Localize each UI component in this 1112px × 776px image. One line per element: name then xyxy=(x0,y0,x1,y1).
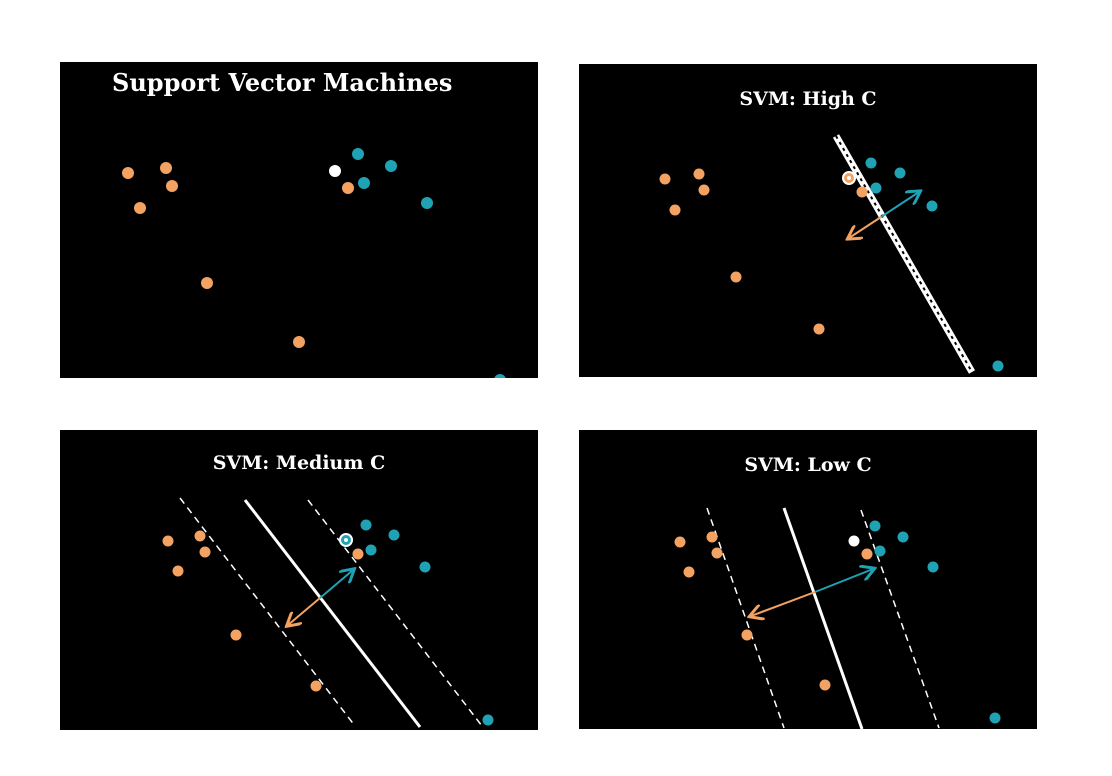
orange-point xyxy=(669,204,681,216)
scatter-plot xyxy=(674,507,1001,729)
orange-point xyxy=(698,184,710,196)
blue-point xyxy=(419,561,431,573)
blue-point xyxy=(482,714,494,726)
blue-point xyxy=(992,360,1004,372)
orange-point xyxy=(674,536,686,548)
margin-arrow-blue xyxy=(319,570,353,599)
blue-point xyxy=(894,167,906,179)
margin-arrow-orange xyxy=(751,591,816,616)
orange-point xyxy=(659,173,671,185)
blue-point xyxy=(869,520,881,532)
orange-point xyxy=(310,680,322,692)
blue-point xyxy=(870,182,882,194)
blue-point xyxy=(874,545,886,557)
orange-point xyxy=(162,535,174,547)
white-point xyxy=(848,535,860,547)
margin-line-left xyxy=(179,497,356,727)
orange-point xyxy=(706,531,718,543)
scatter-plot xyxy=(122,148,506,378)
panel-title: SVM: High C xyxy=(739,88,877,110)
orange-point xyxy=(819,679,831,691)
orange-point xyxy=(230,629,242,641)
orange-point xyxy=(856,186,868,198)
panel-svm-high-c: SVM: High C xyxy=(579,64,1037,377)
margin-arrow-orange xyxy=(288,597,321,625)
panel-title: SVM: Medium C xyxy=(212,452,386,474)
ringed-blue-point-core xyxy=(344,538,348,542)
panel-support-vector-machines: Support Vector Machines xyxy=(60,62,538,378)
ringed-orange-point-core xyxy=(847,176,851,180)
panel-title: SVM: Low C xyxy=(744,454,872,476)
scatter-plot xyxy=(162,497,494,728)
margin-arrow-blue xyxy=(880,192,919,218)
orange-point xyxy=(342,182,354,194)
blue-point xyxy=(897,531,909,543)
blue-point xyxy=(926,200,938,212)
margin-arrow-blue xyxy=(814,569,873,593)
blue-point xyxy=(365,544,377,556)
blue-point xyxy=(989,712,1001,724)
white-point xyxy=(329,165,341,177)
orange-point xyxy=(201,277,213,289)
orange-point xyxy=(693,168,705,180)
orange-point xyxy=(730,271,742,283)
margin-line-left xyxy=(706,507,785,729)
panel-title: Support Vector Machines xyxy=(112,68,453,97)
blue-point xyxy=(360,519,372,531)
orange-point xyxy=(711,547,723,559)
blue-point xyxy=(927,561,939,573)
margin-line-right xyxy=(860,509,940,729)
orange-point xyxy=(741,629,753,641)
blue-point xyxy=(352,148,364,160)
orange-point xyxy=(861,548,873,560)
orange-point xyxy=(160,162,172,174)
blue-point xyxy=(865,157,877,169)
orange-point xyxy=(293,336,305,348)
blue-point xyxy=(421,197,433,209)
panel-svm-medium-c: SVM: Medium C xyxy=(60,430,538,730)
margin-dashes xyxy=(835,135,973,373)
blue-point xyxy=(385,160,397,172)
margin-arrow-orange xyxy=(849,216,882,238)
blue-point xyxy=(388,529,400,541)
orange-point xyxy=(134,202,146,214)
blue-point xyxy=(494,374,506,378)
orange-point xyxy=(352,548,364,560)
decision-boundary xyxy=(243,499,422,728)
orange-point xyxy=(683,566,695,578)
orange-point xyxy=(172,565,184,577)
orange-point xyxy=(194,530,206,542)
decision-boundary xyxy=(782,507,864,729)
orange-point xyxy=(166,180,178,192)
orange-point xyxy=(122,167,134,179)
scatter-plot xyxy=(659,134,1004,374)
orange-point xyxy=(199,546,211,558)
blue-point xyxy=(358,177,370,189)
orange-point xyxy=(813,323,825,335)
panel-svm-low-c: SVM: Low C xyxy=(579,430,1037,729)
